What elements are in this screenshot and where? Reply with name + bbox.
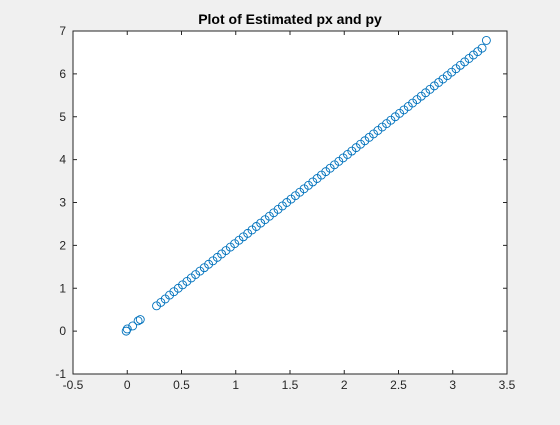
marks-layer — [121, 35, 491, 336]
x-tick-label: 0.5 — [173, 378, 190, 392]
y-axis: -1 0 1 2 3 4 5 6 7 — [55, 24, 507, 381]
chart-title: Plot of Estimated px and py — [198, 11, 382, 27]
y-tick-label: 2 — [59, 238, 66, 252]
x-tick-label: 1 — [232, 378, 239, 392]
x-tick-label: -0.5 — [63, 378, 84, 392]
y-tick-label: 4 — [59, 153, 66, 167]
data-point — [135, 315, 145, 324]
x-axis: -0.5 0 0.5 1 1.5 2 2.5 3 3.5 — [63, 31, 516, 392]
y-tick-label: 6 — [59, 67, 66, 81]
y-tick-label: -1 — [55, 367, 66, 381]
x-tick-label: 0 — [124, 378, 131, 392]
data-point — [128, 321, 138, 331]
data-point — [122, 324, 132, 334]
data-point — [121, 326, 131, 336]
x-tick-label: 3.5 — [499, 378, 516, 392]
y-tick-label: 3 — [59, 196, 66, 210]
y-tick-label: 0 — [59, 324, 66, 338]
y-tick-label: 5 — [59, 110, 66, 124]
x-tick-label: 3 — [449, 378, 456, 392]
x-tick-label: 2 — [341, 378, 348, 392]
y-tick-label: 7 — [59, 24, 66, 38]
x-tick-label: 2.5 — [390, 378, 407, 392]
data-point — [477, 43, 487, 53]
x-tick-label: 1.5 — [282, 378, 299, 392]
data-point — [481, 35, 491, 45]
data-point — [133, 316, 143, 326]
axes-background — [73, 31, 507, 374]
y-tick-label: 1 — [59, 281, 66, 295]
